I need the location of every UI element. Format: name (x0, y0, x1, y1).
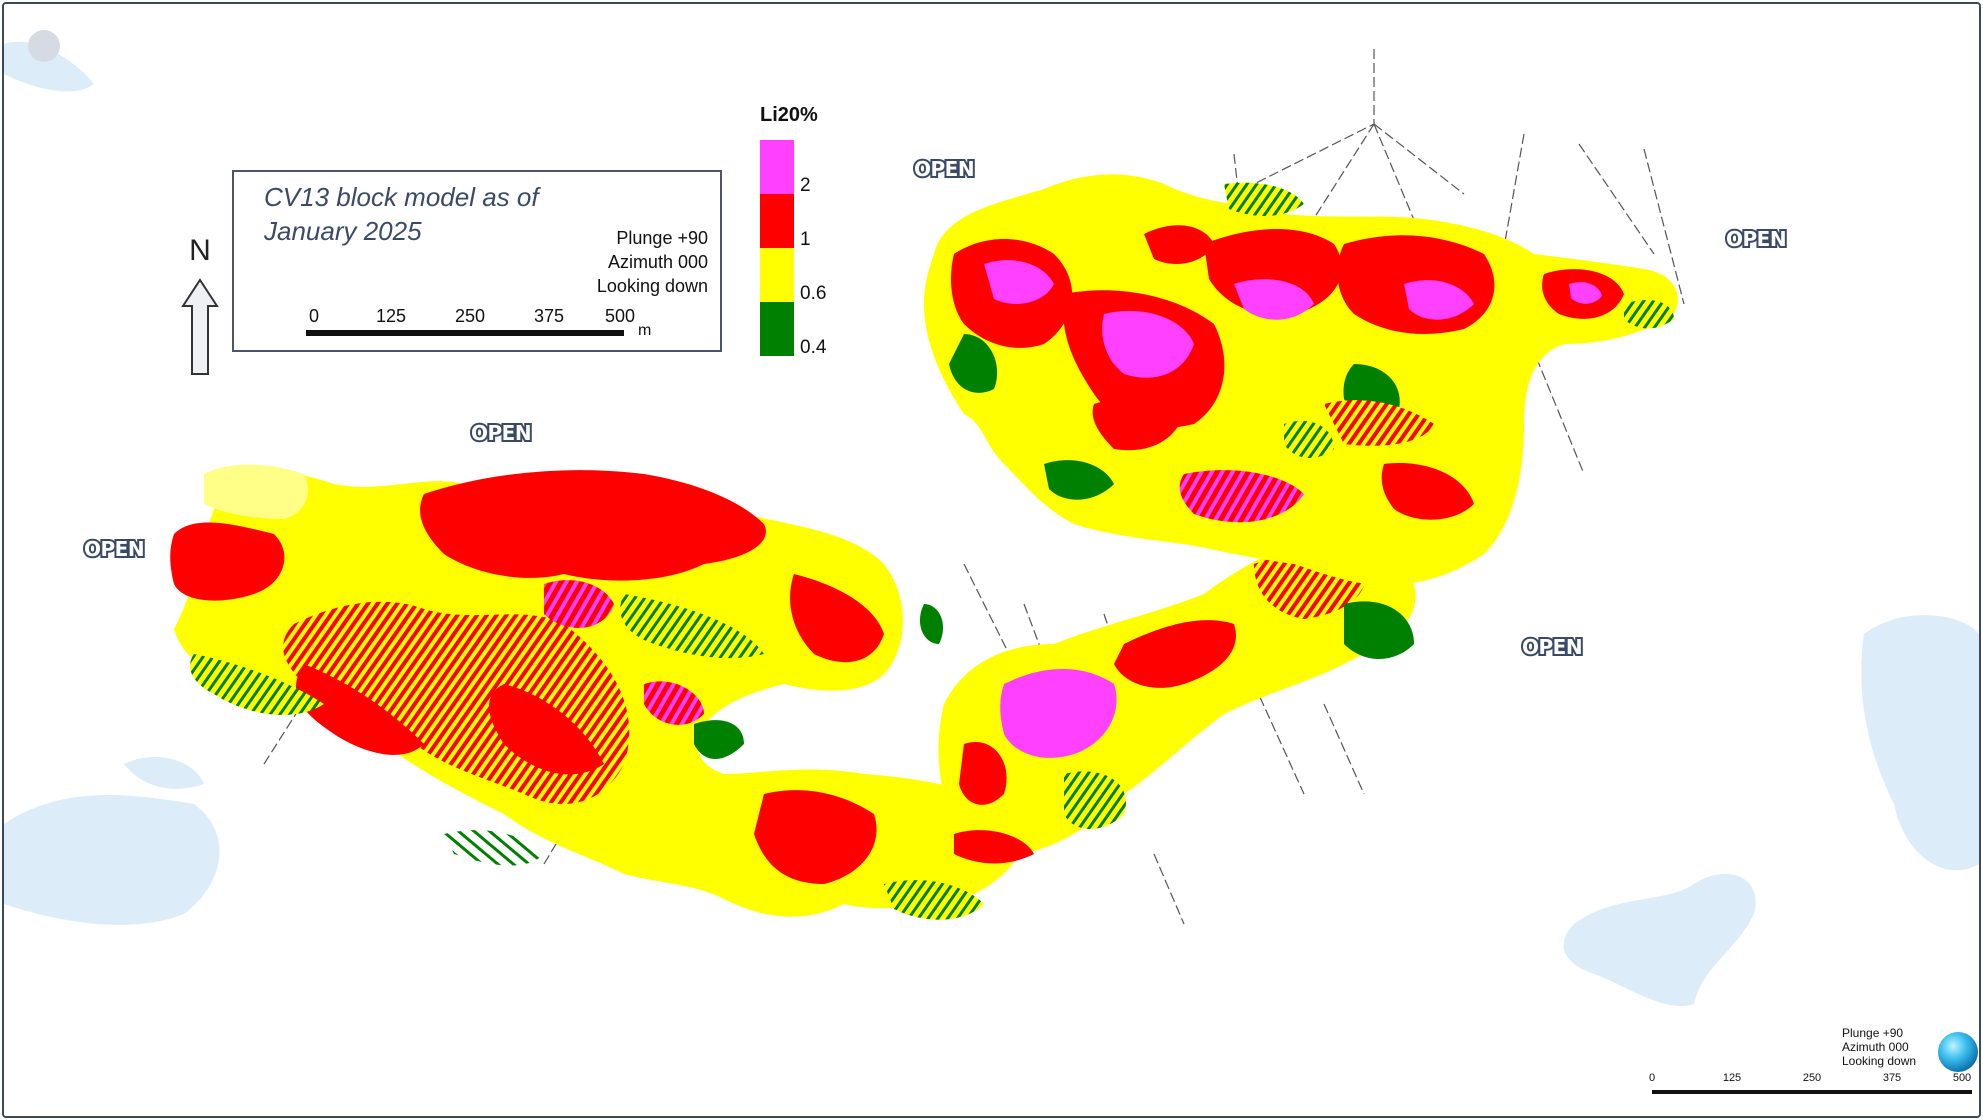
bottom-scale-tick-label: 250 (1802, 1072, 1822, 1084)
open-label-south-east: OPEN (1522, 635, 1582, 659)
bottom-scale-tick-label: 500 (1952, 1072, 1972, 1084)
central-deposit[interactable] (938, 520, 1416, 864)
north-arrow-icon (181, 278, 219, 375)
grade-legend: Li20% 2 1 0.6 0.4 (756, 104, 846, 364)
map-title-line1: CV13 block model as of (264, 182, 539, 212)
bottom-scale-tick-label: 0 (1648, 1072, 1656, 1084)
compass-azimuth: Azimuth 000 (1842, 1040, 1909, 1054)
map-canvas[interactable]: OPEN OPEN OPEN OPEN OPEN (4, 4, 1979, 1116)
north-arrow: N (180, 234, 220, 375)
legend-swatch-0-6 (760, 248, 794, 302)
open-label-east-north: OPEN (914, 157, 974, 181)
open-label-east: OPEN (1726, 227, 1786, 251)
compass-looking: Looking down (1842, 1054, 1917, 1068)
scale-bar-unit: m (638, 322, 652, 339)
compass-plunge: Plunge +90 (1842, 1026, 1904, 1040)
scale-tick-label: 125 (375, 306, 407, 326)
view-compass: Plunge +90 Azimuth 000 Looking down (1834, 1024, 1979, 1084)
map-title: CV13 block model as of January 2025 (264, 180, 564, 248)
info-box: CV13 block model as of January 2025 Plun… (232, 170, 722, 352)
scale-tick-label: 500 (604, 306, 636, 326)
view-azimuth: Azimuth 000 (607, 252, 708, 272)
bottom-scale-tick-label: 125 (1722, 1072, 1742, 1084)
scale-tick-label: 375 (533, 306, 565, 326)
scale-tick-label: 250 (454, 306, 486, 326)
water-body-se (1861, 615, 1979, 871)
legend-label-1: 1 (800, 229, 811, 250)
open-label-west-north: OPEN (471, 421, 531, 445)
legend-swatch-1 (760, 194, 794, 248)
scale-tick-label: 0 (308, 306, 320, 326)
water-body-w (4, 795, 220, 925)
open-label-west: OPEN (84, 537, 144, 561)
legend-label-0-4: 0.4 (800, 337, 827, 358)
bottom-scale-bar: 0 125 250 375 500 (1644, 1072, 1974, 1116)
open-labels: OPEN OPEN OPEN OPEN OPEN (82, 155, 1789, 661)
west-deposit[interactable] (170, 464, 1022, 920)
scale-bar (306, 330, 624, 336)
map-title-line2: January 2025 (264, 216, 422, 246)
water-bodies (4, 41, 1979, 1007)
bottom-scale-bar-line (1652, 1090, 1972, 1094)
legend-swatch-0-4 (760, 302, 794, 356)
compass-globe-icon[interactable] (1938, 1032, 1978, 1072)
bottom-scale-tick-label: 375 (1882, 1072, 1902, 1084)
water-body-w2 (124, 756, 204, 789)
legend-title: Li20% (760, 104, 818, 126)
view-looking: Looking down (596, 276, 708, 296)
water-body-s (1563, 874, 1756, 1007)
legend-label-2: 2 (800, 175, 811, 196)
water-body-nw (4, 41, 94, 92)
app-logo-icon (28, 30, 60, 62)
view-plunge: Plunge +90 (616, 228, 708, 248)
legend-swatch-2 (760, 140, 794, 194)
north-label: N (189, 234, 211, 267)
east-deposit[interactable] (924, 174, 1678, 585)
legend-label-0-6: 0.6 (800, 283, 827, 304)
